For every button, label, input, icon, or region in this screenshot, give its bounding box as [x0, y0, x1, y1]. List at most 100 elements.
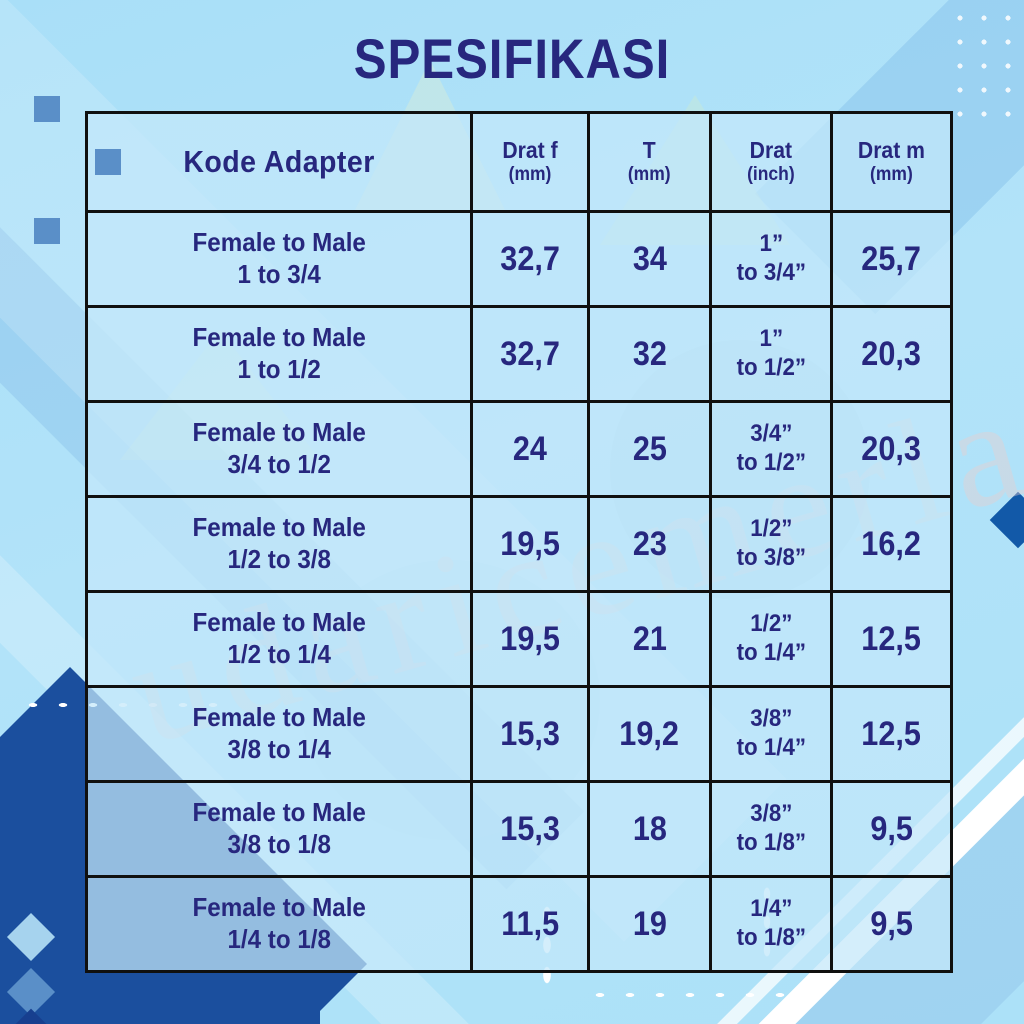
inch-line-1: 1”: [759, 325, 783, 353]
dot-row-bottom: [585, 988, 795, 1002]
table-row: Female to Male 1 to 3/4 32,7 34 1” to 3/4” 25,…: [85, 210, 953, 308]
cell-drat-f: 19,5: [470, 590, 590, 688]
inch-line-1: 1/2”: [749, 610, 793, 638]
square-marker-top: [34, 96, 60, 122]
kode-line-2: 3/8 to 1/4: [227, 734, 331, 764]
inch-line-1: 1”: [759, 230, 783, 258]
kode-line-1: Female to Male: [192, 512, 366, 543]
navy-bar-bottom: [130, 1006, 320, 1024]
inch-line-2: to 1/4”: [736, 734, 806, 761]
square-icon: [95, 149, 121, 175]
kode-line-2: 1/2 to 1/4: [227, 639, 331, 669]
cell-drat-f: 19,5: [470, 495, 590, 593]
kode-line-1: Female to Male: [192, 702, 366, 733]
cell-drat-m: 25,7: [830, 210, 953, 308]
cell-t: 19,2: [587, 685, 712, 783]
value-t: 19: [632, 904, 667, 943]
cell-kode-adapter: Female to Male 1 to 3/4: [85, 210, 473, 308]
value-drat-f: 32,7: [500, 239, 560, 278]
table-row: Female to Male 1/2 to 1/4 19,5 21 1/2” to 1/4…: [85, 590, 953, 688]
value-drat-m: 12,5: [861, 619, 922, 658]
table-body: Female to Male 1 to 3/4 32,7 34 1” to 3/4” 25,…: [85, 210, 953, 973]
arrow-marker-right-edge: [989, 491, 1024, 549]
cell-drat-inch: 1/4” to 1/8”: [709, 875, 833, 973]
value-drat-f: 19,5: [500, 524, 560, 563]
cell-drat-f: 11,5: [470, 875, 590, 973]
square-marker-lower: [34, 218, 60, 244]
column-header-kode-adapter: Kode Adapter: [85, 111, 473, 213]
kode-line-2: 1/2 to 3/8: [227, 544, 331, 574]
kode-line-2: 1 to 3/4: [237, 259, 321, 289]
cell-kode-adapter: Female to Male 1/2 to 3/8: [85, 495, 473, 593]
column-header-unit: (inch): [747, 164, 795, 186]
cell-drat-m: 12,5: [830, 590, 953, 688]
cell-kode-adapter: Female to Male 3/4 to 1/2: [85, 400, 473, 498]
value-drat-m: 12,5: [861, 714, 922, 753]
cell-kode-adapter: Female to Male 3/8 to 1/8: [85, 780, 473, 878]
inch-line-2: to 3/4”: [736, 259, 806, 286]
cell-drat-f: 15,3: [470, 780, 590, 878]
table-row: Female to Male 3/8 to 1/8 15,3 18 3/8” to 1/8…: [85, 780, 953, 878]
cell-drat-f: 24: [470, 400, 590, 498]
value-drat-m: 20,3: [861, 334, 922, 373]
kode-line-2: 3/4 to 1/2: [227, 449, 331, 479]
inch-line-1: 3/8”: [749, 705, 793, 733]
inch-line-2: to 1/2”: [736, 354, 806, 381]
cell-t: 34: [587, 210, 712, 308]
column-header-drat-f: Drat f (mm): [470, 111, 590, 213]
column-header-label: T: [643, 137, 656, 164]
page-title: SPESIFIKASI: [353, 27, 671, 90]
diamond-dark: [12, 1008, 50, 1024]
value-t: 19,2: [619, 714, 680, 753]
value-drat-m: 9,5: [870, 809, 913, 848]
header-row: Kode Adapter Drat f (mm) T (mm): [85, 111, 953, 213]
value-t: 25: [632, 429, 667, 468]
cell-drat-m: 12,5: [830, 685, 953, 783]
column-header-label: Drat: [749, 137, 793, 164]
cell-drat-m: 9,5: [830, 875, 953, 973]
table-row: Female to Male 1 to 1/2 32,7 32 1” to 1/2” 20,…: [85, 305, 953, 403]
cell-drat-f: 32,7: [470, 305, 590, 403]
column-header-label: Drat m: [857, 137, 926, 164]
kode-line-1: Female to Male: [192, 417, 366, 448]
value-drat-f: 11,5: [501, 904, 559, 943]
kode-line-1: Female to Male: [192, 797, 366, 828]
table-row: Female to Male 1/2 to 3/8 19,5 23 1/2” to 3/8…: [85, 495, 953, 593]
inch-line-2: to 3/8”: [736, 544, 806, 571]
cell-t: 18: [587, 780, 712, 878]
value-drat-f: 32,7: [500, 334, 560, 373]
cell-kode-adapter: Female to Male 1 to 1/2: [85, 305, 473, 403]
cell-kode-adapter: Female to Male 1/2 to 1/4: [85, 590, 473, 688]
column-header-t: T (mm): [587, 111, 712, 213]
inch-line-2: to 1/4”: [736, 639, 806, 666]
inch-line-1: 3/8”: [749, 800, 793, 828]
value-drat-m: 9,5: [870, 904, 913, 943]
value-drat-m: 16,2: [861, 524, 922, 563]
cell-drat-inch: 1” to 3/4”: [709, 210, 833, 308]
cell-t: 25: [587, 400, 712, 498]
inch-line-1: 1/2”: [749, 515, 793, 543]
value-t: 18: [632, 809, 667, 848]
cell-kode-adapter: Female to Male 1/4 to 1/8: [85, 875, 473, 973]
kode-line-1: Female to Male: [192, 322, 366, 353]
diamond-medium: [6, 967, 56, 1017]
cell-drat-inch: 1/2” to 3/8”: [709, 495, 833, 593]
column-header-label: Kode Adapter: [183, 144, 375, 179]
kode-line-1: Female to Male: [192, 607, 366, 638]
cell-drat-m: 9,5: [830, 780, 953, 878]
table-row: Female to Male 3/8 to 1/4 15,3 19,2 3/8” to 1…: [85, 685, 953, 783]
cell-drat-m: 20,3: [830, 400, 953, 498]
cell-drat-inch: 1” to 1/2”: [709, 305, 833, 403]
value-drat-f: 24: [512, 429, 548, 468]
value-drat-f: 15,3: [500, 809, 560, 848]
column-header-drat-m: Drat m (mm): [830, 111, 953, 213]
value-drat-f: 15,3: [500, 714, 560, 753]
kode-line-2: 1 to 1/2: [237, 354, 321, 384]
value-drat-f: 19,5: [500, 619, 560, 658]
table-row: Female to Male 1/4 to 1/8 11,5 19 1/4” to 1/8…: [85, 875, 953, 973]
cell-t: 23: [587, 495, 712, 593]
inch-line-1: 3/4”: [749, 420, 793, 448]
column-header-unit: (mm): [870, 164, 913, 186]
kode-line-2: 3/8 to 1/8: [227, 829, 331, 859]
